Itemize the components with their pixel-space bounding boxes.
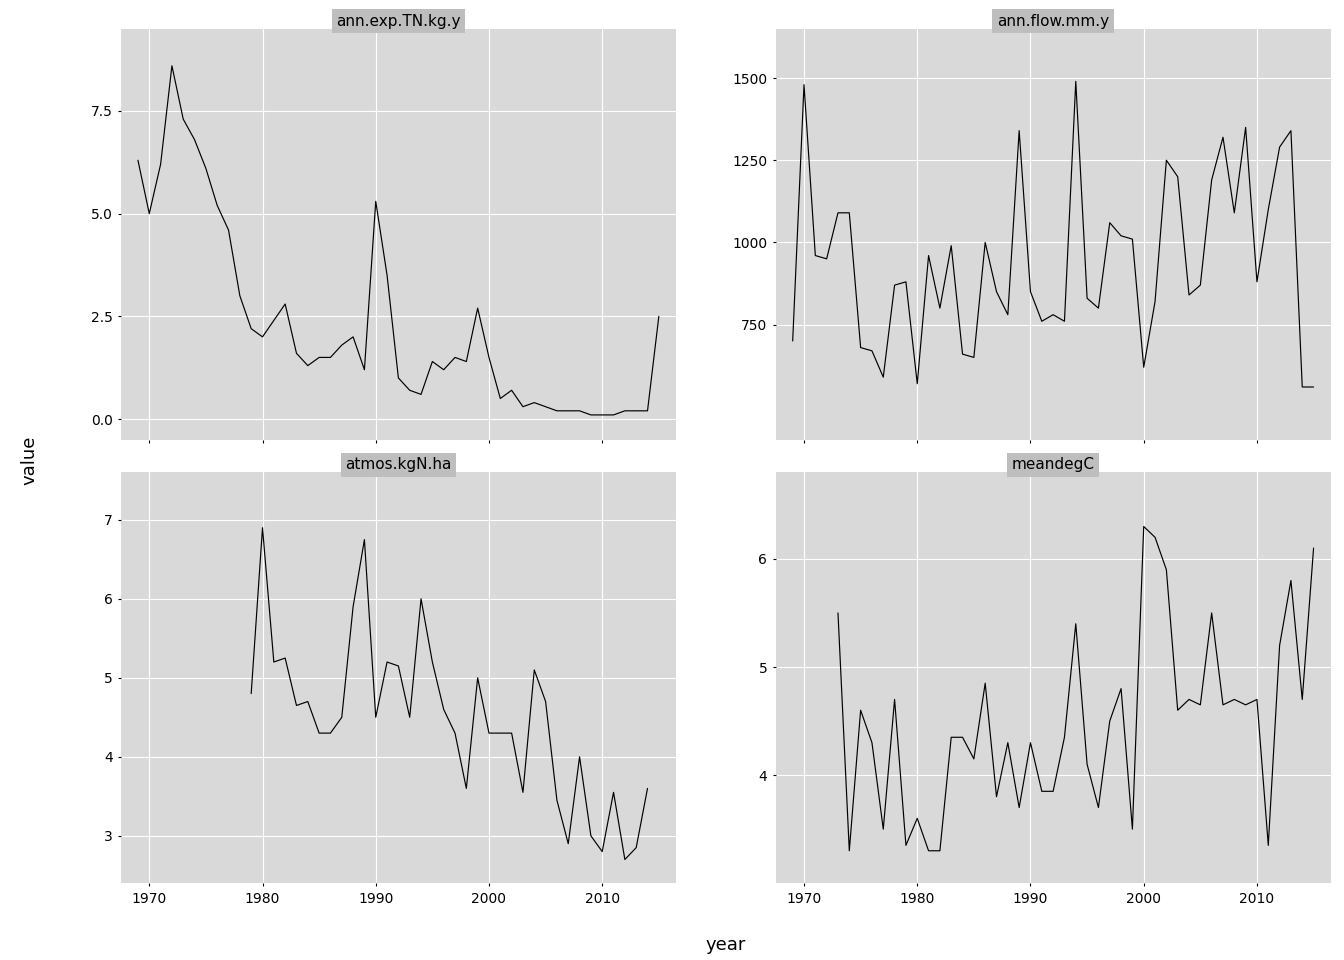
Title: ann.exp.TN.kg.y: ann.exp.TN.kg.y: [336, 13, 461, 29]
Title: ann.flow.mm.y: ann.flow.mm.y: [997, 13, 1109, 29]
Text: year: year: [706, 936, 746, 954]
Title: meandegC: meandegC: [1012, 457, 1094, 472]
Text: value: value: [20, 436, 38, 486]
Title: atmos.kgN.ha: atmos.kgN.ha: [345, 457, 452, 472]
